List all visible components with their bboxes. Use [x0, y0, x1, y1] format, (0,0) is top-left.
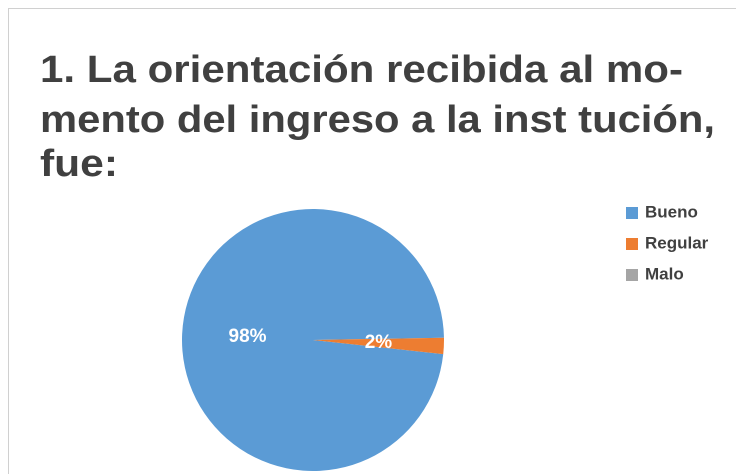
legend-label: Regular — [645, 233, 709, 252]
legend-label: Bueno — [645, 202, 698, 221]
legend-swatch — [626, 238, 638, 250]
legend-swatch — [626, 269, 638, 281]
chart-title: mento del ingreso a la inst tución, — [40, 99, 715, 141]
legend-swatch — [626, 207, 638, 219]
data-label: 98% — [229, 326, 267, 347]
data-label: 2% — [365, 332, 393, 353]
chart-title: 1. La orientación recibida al mo- — [40, 49, 683, 91]
pie-slice — [181, 208, 444, 471]
pie-slice — [313, 337, 444, 355]
chart-title: fue: — [40, 143, 118, 185]
legend-label: Malo — [645, 264, 684, 283]
